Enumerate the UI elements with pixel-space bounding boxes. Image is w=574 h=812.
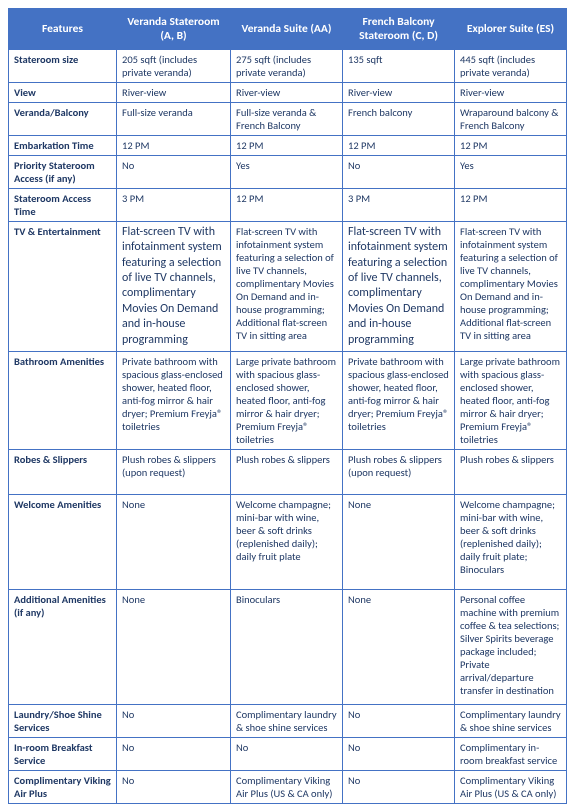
cell-value: 12 PM (231, 189, 343, 222)
cell-value: Plush robes & slippers (upon request) (343, 449, 455, 494)
table-row: In-room Breakfast ServiceNoNoNoComplimen… (9, 737, 567, 770)
feature-label: Stateroom size (9, 50, 117, 83)
cell-value: Flat-screen TV with infotainment system … (117, 222, 231, 352)
cell-value: 445 sqft (includes private veranda) (455, 50, 567, 83)
feature-label: Laundry/Shoe Shine Services (9, 704, 117, 737)
cell-value: No (117, 704, 231, 737)
col-header-explorer: Explorer Suite (ES) (455, 9, 567, 50)
table-row: Stateroom Access Time3 PM12 PM3 PM12 PM (9, 189, 567, 222)
cell-value: None (343, 494, 455, 589)
cell-value: Complimentary Viking Air Plus (US & CA o… (231, 770, 343, 803)
col-header-french: French Balcony Stateroom (C, D) (343, 9, 455, 50)
cell-value: Complimentary Viking Air Plus (US & CA o… (455, 770, 567, 803)
cell-value: River-view (343, 83, 455, 103)
cell-value: No (343, 156, 455, 189)
feature-label: Stateroom Access Time (9, 189, 117, 222)
cell-value: None (117, 589, 231, 704)
cell-value: No (343, 737, 455, 770)
table-row: Robes & SlippersPlush robes & slippers (… (9, 449, 567, 494)
cell-value: 12 PM (455, 136, 567, 156)
cell-value: Private bathroom with spacious glass-enc… (343, 351, 455, 449)
feature-label: Welcome Amenities (9, 494, 117, 589)
cell-value: River-view (455, 83, 567, 103)
feature-label: Veranda/Balcony (9, 103, 117, 136)
table-row: Additional Amenities (if any)NoneBinocul… (9, 589, 567, 704)
cell-value: Plush robes & slippers (upon request) (117, 449, 231, 494)
cell-value: No (117, 737, 231, 770)
cell-value: No (343, 704, 455, 737)
cell-value: Plush robes & slippers (231, 449, 343, 494)
cell-value: 12 PM (231, 136, 343, 156)
table-row: Laundry/Shoe Shine ServicesNoComplimenta… (9, 704, 567, 737)
table-row: TV & EntertainmentFlat-screen TV with in… (9, 222, 567, 352)
cell-value: Welcome champagne; mini-bar with wine, b… (231, 494, 343, 589)
cell-value: Complimentary laundry & shoe shine servi… (231, 704, 343, 737)
table-row: Stateroom size205 sqft (includes private… (9, 50, 567, 83)
feature-label: Complimentary Viking Air Plus (9, 770, 117, 803)
cell-value: Welcome champagne; mini-bar with wine, b… (455, 494, 567, 589)
feature-label: Priority Stateroom Access (if any) (9, 156, 117, 189)
cell-value: 12 PM (117, 136, 231, 156)
table-row: ViewRiver-viewRiver-viewRiver-viewRiver-… (9, 83, 567, 103)
cell-value: 135 sqft (343, 50, 455, 83)
cell-value: Plush robes & slippers (455, 449, 567, 494)
cell-value: Complimentary in-room breakfast service (455, 737, 567, 770)
col-header-suite-aa: Veranda Suite (AA) (231, 9, 343, 50)
cell-value: 12 PM (455, 189, 567, 222)
table-row: Embarkation Time12 PM12 PM12 PM12 PM (9, 136, 567, 156)
cell-value: Complimentary laundry & shoe shine servi… (455, 704, 567, 737)
feature-label: TV & Entertainment (9, 222, 117, 352)
cell-value: Flat-screen TV with infotainment system … (231, 222, 343, 352)
feature-label: In-room Breakfast Service (9, 737, 117, 770)
cell-value: 3 PM (117, 189, 231, 222)
table-row: Complimentary Viking Air PlusNoComplimen… (9, 770, 567, 803)
feature-label: Embarkation Time (9, 136, 117, 156)
cell-value: 205 sqft (includes private veranda) (117, 50, 231, 83)
feature-label: Robes & Slippers (9, 449, 117, 494)
feature-label: Bathroom Amenities (9, 351, 117, 449)
cell-value: None (117, 494, 231, 589)
cell-value: Full-size veranda (117, 103, 231, 136)
cell-value: Yes (231, 156, 343, 189)
cell-value: Private bathroom with spacious glass-enc… (117, 351, 231, 449)
cell-value: Personal coffee machine with premium cof… (455, 589, 567, 704)
cell-value: River-view (117, 83, 231, 103)
col-header-features: Features (9, 9, 117, 50)
cell-value: Flat-screen TV with infotainment system … (455, 222, 567, 352)
table-header: Features Veranda Stateroom (A, B) Verand… (9, 9, 567, 50)
table-row: Bathroom AmenitiesPrivate bathroom with … (9, 351, 567, 449)
cell-value: No (231, 737, 343, 770)
table-row: Veranda/BalconyFull-size verandaFull-siz… (9, 103, 567, 136)
cell-value: River-view (231, 83, 343, 103)
cell-value: 275 sqft (includes private veranda) (231, 50, 343, 83)
cell-value: No (343, 770, 455, 803)
cell-value: No (117, 156, 231, 189)
feature-label: View (9, 83, 117, 103)
cell-value: French balcony (343, 103, 455, 136)
cell-value: Large private bathroom with spacious gla… (231, 351, 343, 449)
cell-value: 3 PM (343, 189, 455, 222)
feature-label: Additional Amenities (if any) (9, 589, 117, 704)
cell-value: None (343, 589, 455, 704)
cell-value: Wraparound balcony & French Balcony (455, 103, 567, 136)
cell-value: No (117, 770, 231, 803)
cell-value: Yes (455, 156, 567, 189)
col-header-veranda: Veranda Stateroom (A, B) (117, 9, 231, 50)
table-row: Priority Stateroom Access (if any)NoYesN… (9, 156, 567, 189)
cell-value: Flat-screen TV with infotainment system … (343, 222, 455, 352)
table-body: Stateroom size205 sqft (includes private… (9, 50, 567, 804)
cell-value: 12 PM (343, 136, 455, 156)
stateroom-comparison-table: Features Veranda Stateroom (A, B) Verand… (8, 8, 567, 804)
cell-value: Large private bathroom with spacious gla… (455, 351, 567, 449)
cell-value: Binoculars (231, 589, 343, 704)
cell-value: Full-size veranda & French Balcony (231, 103, 343, 136)
table-row: Welcome AmenitiesNoneWelcome champagne; … (9, 494, 567, 589)
